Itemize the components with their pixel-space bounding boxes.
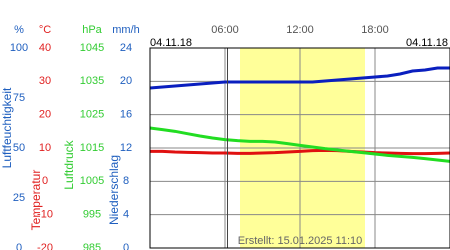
y-tick-label: 75 bbox=[13, 92, 25, 104]
y-tick-label: 0 bbox=[16, 242, 22, 250]
y-tick-label: 1005 bbox=[80, 175, 104, 187]
axis-unit: mm/h bbox=[112, 24, 140, 36]
y-tick-label: 16 bbox=[120, 109, 132, 121]
y-tick-label: 20 bbox=[39, 109, 51, 121]
axis-title: Temperatur bbox=[29, 170, 43, 231]
date-left: 04.11.18 bbox=[150, 37, 192, 49]
x-tick-label: 12:00 bbox=[286, 24, 314, 36]
axis-unit: % bbox=[14, 24, 24, 36]
y-tick-label: 985 bbox=[83, 242, 101, 250]
axis-title: Luftfeuchtigkeit bbox=[0, 87, 14, 168]
axis-title: Luftdruck bbox=[62, 139, 76, 189]
axis-unit: hPa bbox=[82, 24, 102, 36]
x-tick-label: 06:00 bbox=[211, 24, 239, 36]
y-tick-label: 24 bbox=[120, 42, 132, 54]
line bbox=[149, 126, 450, 163]
y-tick-label: 1035 bbox=[80, 75, 104, 87]
y-tick-label: 995 bbox=[83, 209, 101, 221]
y-tick-label: 0 bbox=[42, 175, 48, 187]
footer: Erstellt: 15.01.2025 11:10 bbox=[238, 235, 363, 247]
plot-border bbox=[149, 47, 450, 249]
y-tick-label: 4 bbox=[123, 209, 129, 221]
y-tick-label: -10 bbox=[37, 209, 53, 221]
plot-content bbox=[149, 47, 450, 249]
axis-title: Niederschlag bbox=[107, 155, 121, 225]
y-tick-label: 8 bbox=[123, 175, 129, 187]
y-tick-label: 1045 bbox=[80, 42, 104, 54]
y-tick-label: 1015 bbox=[80, 142, 104, 154]
axis-unit: °C bbox=[39, 24, 51, 36]
y-tick-label: 20 bbox=[120, 75, 132, 87]
y-tick-label: 30 bbox=[39, 75, 51, 87]
y-tick-label: -20 bbox=[37, 242, 53, 250]
date-right: 04.11.18 bbox=[406, 37, 448, 49]
y-tick-label: 40 bbox=[39, 42, 51, 54]
y-tick-label: 100 bbox=[10, 42, 28, 54]
y-tick-label: 0 bbox=[123, 242, 129, 250]
y-tick-label: 1025 bbox=[80, 109, 104, 121]
y-tick-label: 12 bbox=[120, 142, 132, 154]
line bbox=[149, 66, 450, 90]
line bbox=[150, 148, 450, 156]
x-tick-label: 18:00 bbox=[361, 24, 389, 36]
y-tick-label: 50 bbox=[13, 142, 25, 154]
y-tick-label: 25 bbox=[13, 192, 25, 204]
y-tick-label: 10 bbox=[39, 142, 51, 154]
